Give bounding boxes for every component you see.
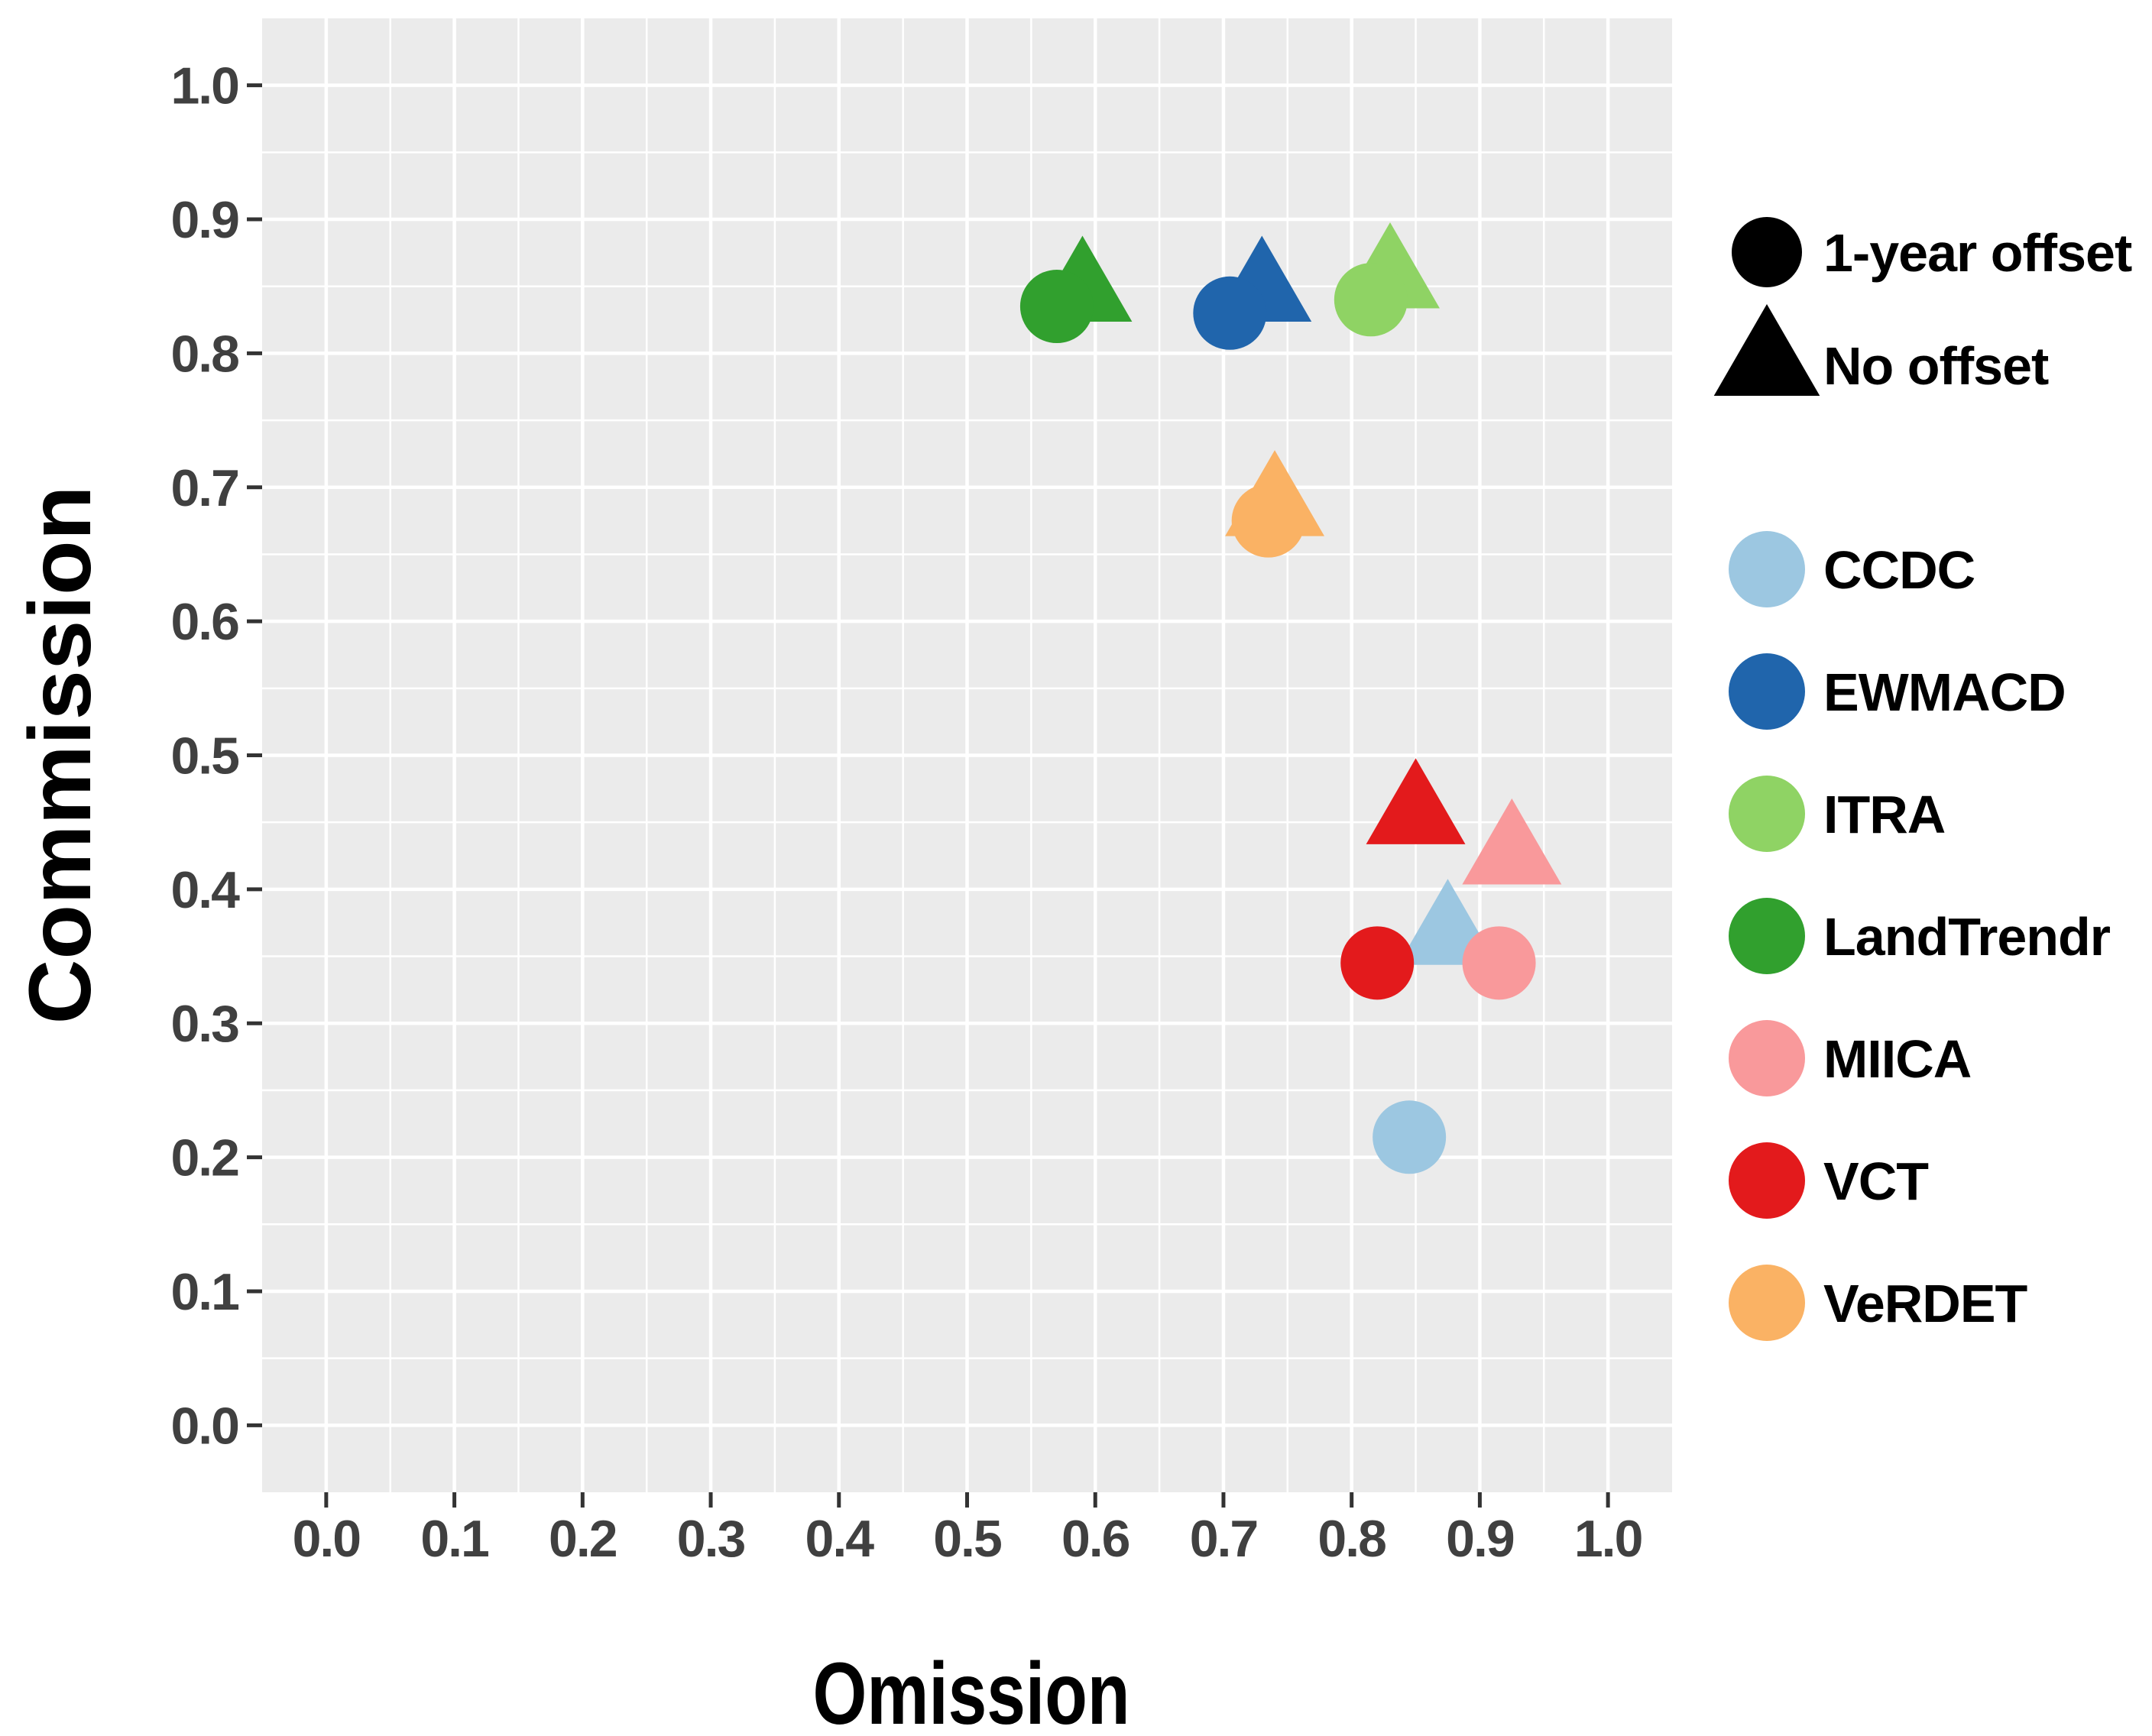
legend-color-swatch: [1729, 1020, 1805, 1096]
legend-color-swatch: [1729, 1142, 1805, 1219]
x-tick-label: 0.1: [420, 1510, 488, 1568]
y-tick-label: 0.3: [170, 995, 238, 1053]
x-tick-label: 1.0: [1574, 1510, 1642, 1568]
y-tick-label: 0.7: [170, 459, 238, 517]
x-tick-label: 0.5: [933, 1510, 1001, 1568]
legend-item-VeRDET: VeRDET: [1729, 1265, 2028, 1341]
legend: 1-year offset No offset CCDC EWMACD ITRA Land…: [1713, 217, 2133, 1341]
legend-series-label: MIICA: [1823, 1029, 1971, 1089]
legend-item-LandTrendr: LandTrendr: [1729, 898, 2111, 974]
y-tick-label: 0.5: [170, 727, 238, 785]
legend-series-label: ITRA: [1823, 785, 1945, 844]
legend-item-circle: 1-year offset: [1732, 217, 2133, 287]
point-VCT-1-year-offset-circle: [1340, 926, 1415, 1000]
point-VeRDET-1-year-offset-circle: [1231, 484, 1305, 558]
x-tick-label: 0.0: [293, 1510, 361, 1568]
axes: 0.0 0.1 0.2 0.3 0.4 0.5 0.6 0.7 0.8 0.9 1.0 0.0 0.1 0…: [170, 57, 1643, 1568]
x-tick-label: 0.4: [805, 1510, 875, 1568]
legend-series-label: LandTrendr: [1823, 907, 2111, 967]
legend-item-MIICA: MIICA: [1729, 1020, 1972, 1096]
legend-item-CCDC: CCDC: [1729, 531, 1975, 607]
legend-color-swatch: [1729, 776, 1805, 852]
legend-item-VCT: VCT: [1729, 1142, 1929, 1219]
y-tick-label: 0.1: [170, 1263, 238, 1321]
point-EWMACD-1-year-offset-circle: [1193, 276, 1267, 350]
legend-shape-label: 1-year offset: [1823, 223, 2132, 283]
point-CCDC-1-year-offset-circle: [1373, 1100, 1447, 1174]
x-tick-label: 0.3: [677, 1510, 745, 1568]
y-axis-title: Commission: [11, 486, 109, 1025]
point-MIICA-no-offset-triangle: [1462, 798, 1562, 885]
point-LandTrendr-1-year-offset-circle: [1019, 270, 1094, 344]
point-MIICA-1-year-offset-circle: [1462, 926, 1536, 1000]
legend-item-EWMACD: EWMACD: [1729, 653, 2066, 730]
legend-series-label: VeRDET: [1823, 1274, 2027, 1333]
data-points: [1019, 222, 1562, 1174]
point-VCT-no-offset-triangle: [1366, 758, 1466, 844]
legend-color-swatch: [1729, 531, 1805, 607]
x-tick-label: 0.7: [1190, 1510, 1258, 1568]
legend-color-swatch: [1729, 898, 1805, 974]
legend-shape-label: No offset: [1823, 336, 2049, 396]
legend-triangle-swatch: [1713, 304, 1820, 396]
y-tick-label: 1.0: [170, 57, 238, 115]
x-axis-title: Omission: [813, 1645, 1130, 1736]
x-tick-label: 0.6: [1061, 1510, 1129, 1568]
x-tick-label: 0.8: [1317, 1510, 1386, 1568]
y-tick-label: 0.0: [170, 1397, 238, 1455]
x-tick-label: 0.9: [1446, 1510, 1514, 1568]
legend-series-label: EWMACD: [1823, 662, 2066, 722]
x-tick-label: 0.2: [549, 1510, 617, 1568]
y-tick-label: 0.6: [170, 593, 238, 651]
gridlines: [262, 18, 1672, 1492]
legend-item-triangle: No offset: [1713, 304, 2050, 396]
legend-item-ITRA: ITRA: [1729, 776, 1946, 852]
legend-series-label: CCDC: [1823, 540, 1975, 600]
legend-color-swatch: [1729, 653, 1805, 730]
point-ITRA-1-year-offset-circle: [1334, 263, 1408, 337]
y-tick-label: 0.9: [170, 191, 238, 249]
y-tick-label: 0.4: [170, 861, 240, 919]
legend-color-swatch: [1729, 1265, 1805, 1341]
y-tick-label: 0.2: [170, 1129, 238, 1187]
y-tick-label: 0.8: [170, 325, 238, 383]
legend-series-label: VCT: [1823, 1151, 1928, 1211]
legend-circle-swatch: [1732, 217, 1802, 287]
